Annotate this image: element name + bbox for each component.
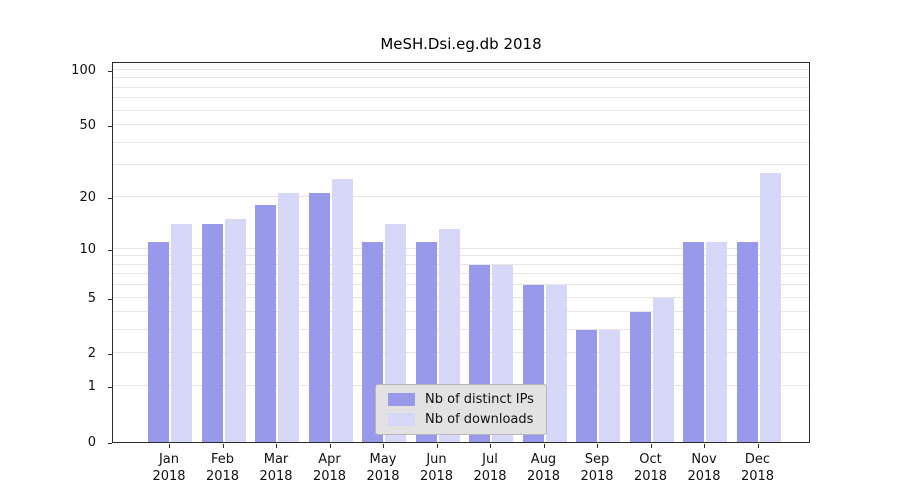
grid-line bbox=[113, 86, 809, 88]
x-tick-label: Jun 2018 bbox=[419, 452, 454, 484]
legend-item-distinct-ips: Nb of distinct IPs bbox=[388, 392, 534, 407]
x-tick-label: Jul 2018 bbox=[473, 452, 507, 484]
bar-distinct-ips bbox=[255, 204, 276, 442]
grid-line bbox=[113, 296, 809, 298]
y-tick-label: 100 bbox=[71, 63, 96, 78]
plot-area: Nb of distinct IPs Nb of downloads bbox=[112, 62, 810, 443]
bar-downloads bbox=[652, 297, 674, 442]
chart-title: MeSH.Dsi.eg.db 2018 bbox=[380, 35, 542, 53]
bar-distinct-ips bbox=[683, 241, 704, 442]
grid-line bbox=[113, 141, 809, 143]
bar-downloads bbox=[224, 218, 246, 442]
x-tick-mark bbox=[597, 444, 598, 448]
x-tick-mark bbox=[169, 444, 170, 448]
y-tick-mark bbox=[108, 443, 112, 444]
bar-distinct-ips bbox=[148, 241, 169, 442]
grid-line bbox=[113, 164, 809, 166]
y-tick-label: 5 bbox=[87, 290, 96, 306]
y-tick-mark bbox=[108, 354, 112, 356]
bar-downloads bbox=[706, 241, 727, 442]
x-tick-mark bbox=[383, 444, 384, 448]
grid-line bbox=[113, 284, 809, 286]
x-tick-label: Feb 2018 bbox=[205, 452, 240, 484]
x-tick-label: Oct 2018 bbox=[633, 452, 668, 484]
grid-line bbox=[113, 352, 809, 354]
x-tick-label: Aug 2018 bbox=[526, 452, 561, 484]
x-tick-label: Apr 2018 bbox=[312, 452, 347, 484]
bar-downloads bbox=[759, 173, 781, 442]
y-tick-label: 0 bbox=[87, 435, 96, 450]
y-tick-label: 10 bbox=[79, 241, 96, 257]
bar-distinct-ips bbox=[201, 223, 223, 442]
bar-downloads bbox=[599, 330, 620, 442]
x-tick-label: Dec 2018 bbox=[740, 452, 775, 484]
y-tick-label: 50 bbox=[79, 118, 96, 134]
bar-distinct-ips bbox=[576, 330, 597, 442]
x-tick-mark bbox=[222, 444, 224, 448]
bar-distinct-ips bbox=[308, 192, 330, 442]
grid-line bbox=[113, 247, 809, 249]
y-tick-mark bbox=[108, 298, 112, 300]
x-tick-mark bbox=[704, 444, 705, 448]
y-tick-mark bbox=[108, 126, 112, 128]
grid-line bbox=[113, 124, 809, 126]
x-tick-mark bbox=[757, 444, 759, 448]
legend-label-downloads: Nb of downloads bbox=[425, 412, 534, 427]
grid-line bbox=[113, 273, 809, 275]
grid-line bbox=[113, 195, 809, 197]
bar-distinct-ips bbox=[629, 312, 651, 442]
x-tick-mark bbox=[490, 444, 491, 448]
x-tick-mark bbox=[650, 444, 652, 448]
y-tick-mark bbox=[108, 197, 112, 199]
grid-line bbox=[113, 311, 809, 313]
legend-label-distinct-ips: Nb of distinct IPs bbox=[425, 392, 534, 407]
x-tick-label: Nov 2018 bbox=[687, 452, 721, 484]
bar-downloads bbox=[278, 192, 299, 442]
y-tick-mark bbox=[108, 387, 112, 389]
legend-item-downloads: Nb of downloads bbox=[388, 412, 534, 427]
grid-line bbox=[113, 263, 809, 265]
bar-downloads bbox=[545, 285, 567, 442]
legend-swatch-downloads bbox=[388, 413, 415, 426]
x-tick-label: Sep 2018 bbox=[580, 452, 614, 484]
x-tick-mark bbox=[329, 444, 331, 448]
y-tick-mark bbox=[108, 71, 112, 72]
x-tick-mark bbox=[276, 444, 277, 448]
y-tick-mark bbox=[108, 249, 112, 251]
grid-line bbox=[113, 255, 809, 257]
x-tick-label: Mar 2018 bbox=[259, 452, 293, 484]
bar-distinct-ips bbox=[736, 241, 758, 442]
legend: Nb of distinct IPs Nb of downloads bbox=[375, 384, 547, 435]
x-tick-label: May 2018 bbox=[366, 452, 400, 484]
grid-line bbox=[113, 69, 809, 70]
y-tick-label: 2 bbox=[87, 346, 96, 362]
grid-line bbox=[113, 97, 809, 99]
y-tick-label: 20 bbox=[79, 189, 96, 205]
grid-layer bbox=[113, 63, 809, 442]
bar-downloads bbox=[171, 223, 192, 442]
x-tick-label: Jan 2018 bbox=[152, 452, 186, 484]
x-tick-mark bbox=[543, 444, 545, 448]
bar-downloads bbox=[331, 179, 353, 442]
x-tick-mark bbox=[436, 444, 438, 448]
grid-line bbox=[113, 109, 809, 111]
y-tick-label: 1 bbox=[87, 379, 96, 395]
grid-line bbox=[113, 77, 809, 79]
legend-swatch-distinct-ips bbox=[388, 393, 415, 406]
grid-line bbox=[113, 329, 809, 331]
